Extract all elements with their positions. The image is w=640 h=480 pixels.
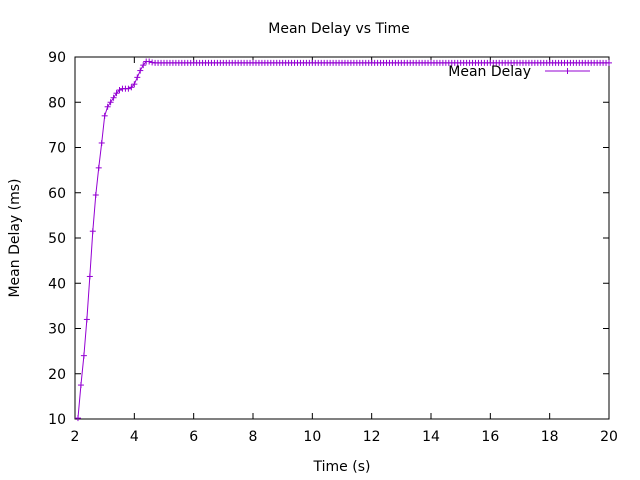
data-point-marker — [128, 84, 135, 91]
data-point-marker — [104, 103, 111, 110]
data-point-marker — [74, 415, 81, 422]
data-point-marker — [86, 273, 93, 280]
y-tick-label: 20 — [48, 367, 66, 383]
legend-marker — [564, 68, 571, 74]
x-axis-label: Time (s) — [313, 459, 371, 475]
data-point-marker — [140, 62, 147, 69]
x-tick-label: 8 — [249, 429, 258, 445]
x-tick-label: 2 — [71, 429, 80, 445]
x-tick-label: 10 — [303, 429, 321, 445]
data-point-marker — [80, 352, 87, 359]
data-point-marker — [92, 192, 99, 199]
data-point-marker — [125, 85, 132, 92]
data-point-marker — [113, 90, 120, 97]
data-point-marker — [98, 139, 105, 146]
x-tick-label: 14 — [422, 429, 440, 445]
data-point-marker — [83, 316, 90, 323]
data-point-marker — [77, 382, 84, 389]
legend-label: Mean Delay — [448, 64, 531, 80]
x-tick-label: 12 — [363, 429, 381, 445]
x-tick-label: 20 — [600, 429, 618, 445]
x-tick-label: 6 — [189, 429, 198, 445]
y-tick-label: 10 — [48, 412, 66, 428]
x-tick-label: 16 — [481, 429, 499, 445]
data-point-marker — [116, 87, 123, 94]
data-point-marker — [146, 58, 153, 65]
plot-area — [74, 58, 612, 422]
y-tick-label: 50 — [48, 231, 66, 247]
data-point-marker — [95, 164, 102, 171]
y-axis-label: Mean Delay (ms) — [7, 178, 23, 297]
y-tick-label: 30 — [48, 322, 66, 338]
data-point-marker — [134, 74, 141, 81]
x-tick-label: 18 — [541, 429, 559, 445]
legend: Mean Delay — [448, 64, 590, 80]
data-point-marker — [606, 59, 612, 66]
y-tick-label: 60 — [48, 186, 66, 202]
axes: 2 4 6 8 10 12 14 16 18 20 10 20 30 40 50 60 70 80 90 — [48, 50, 618, 445]
series-line — [77, 61, 609, 419]
data-point-marker — [101, 112, 108, 119]
y-tick-label: 80 — [48, 95, 66, 111]
plot-border — [74, 56, 610, 420]
data-point-marker — [89, 228, 96, 235]
data-point-marker — [131, 81, 138, 88]
data-point-marker — [110, 94, 117, 101]
x-tick-label: 4 — [130, 429, 139, 445]
y-tick-label: 40 — [48, 276, 66, 292]
y-tick-label: 90 — [48, 50, 66, 66]
y-tick-label: 70 — [48, 141, 66, 157]
chart-title: Mean Delay vs Time — [268, 21, 409, 37]
data-point-marker — [107, 99, 114, 106]
data-point-marker — [137, 67, 144, 74]
